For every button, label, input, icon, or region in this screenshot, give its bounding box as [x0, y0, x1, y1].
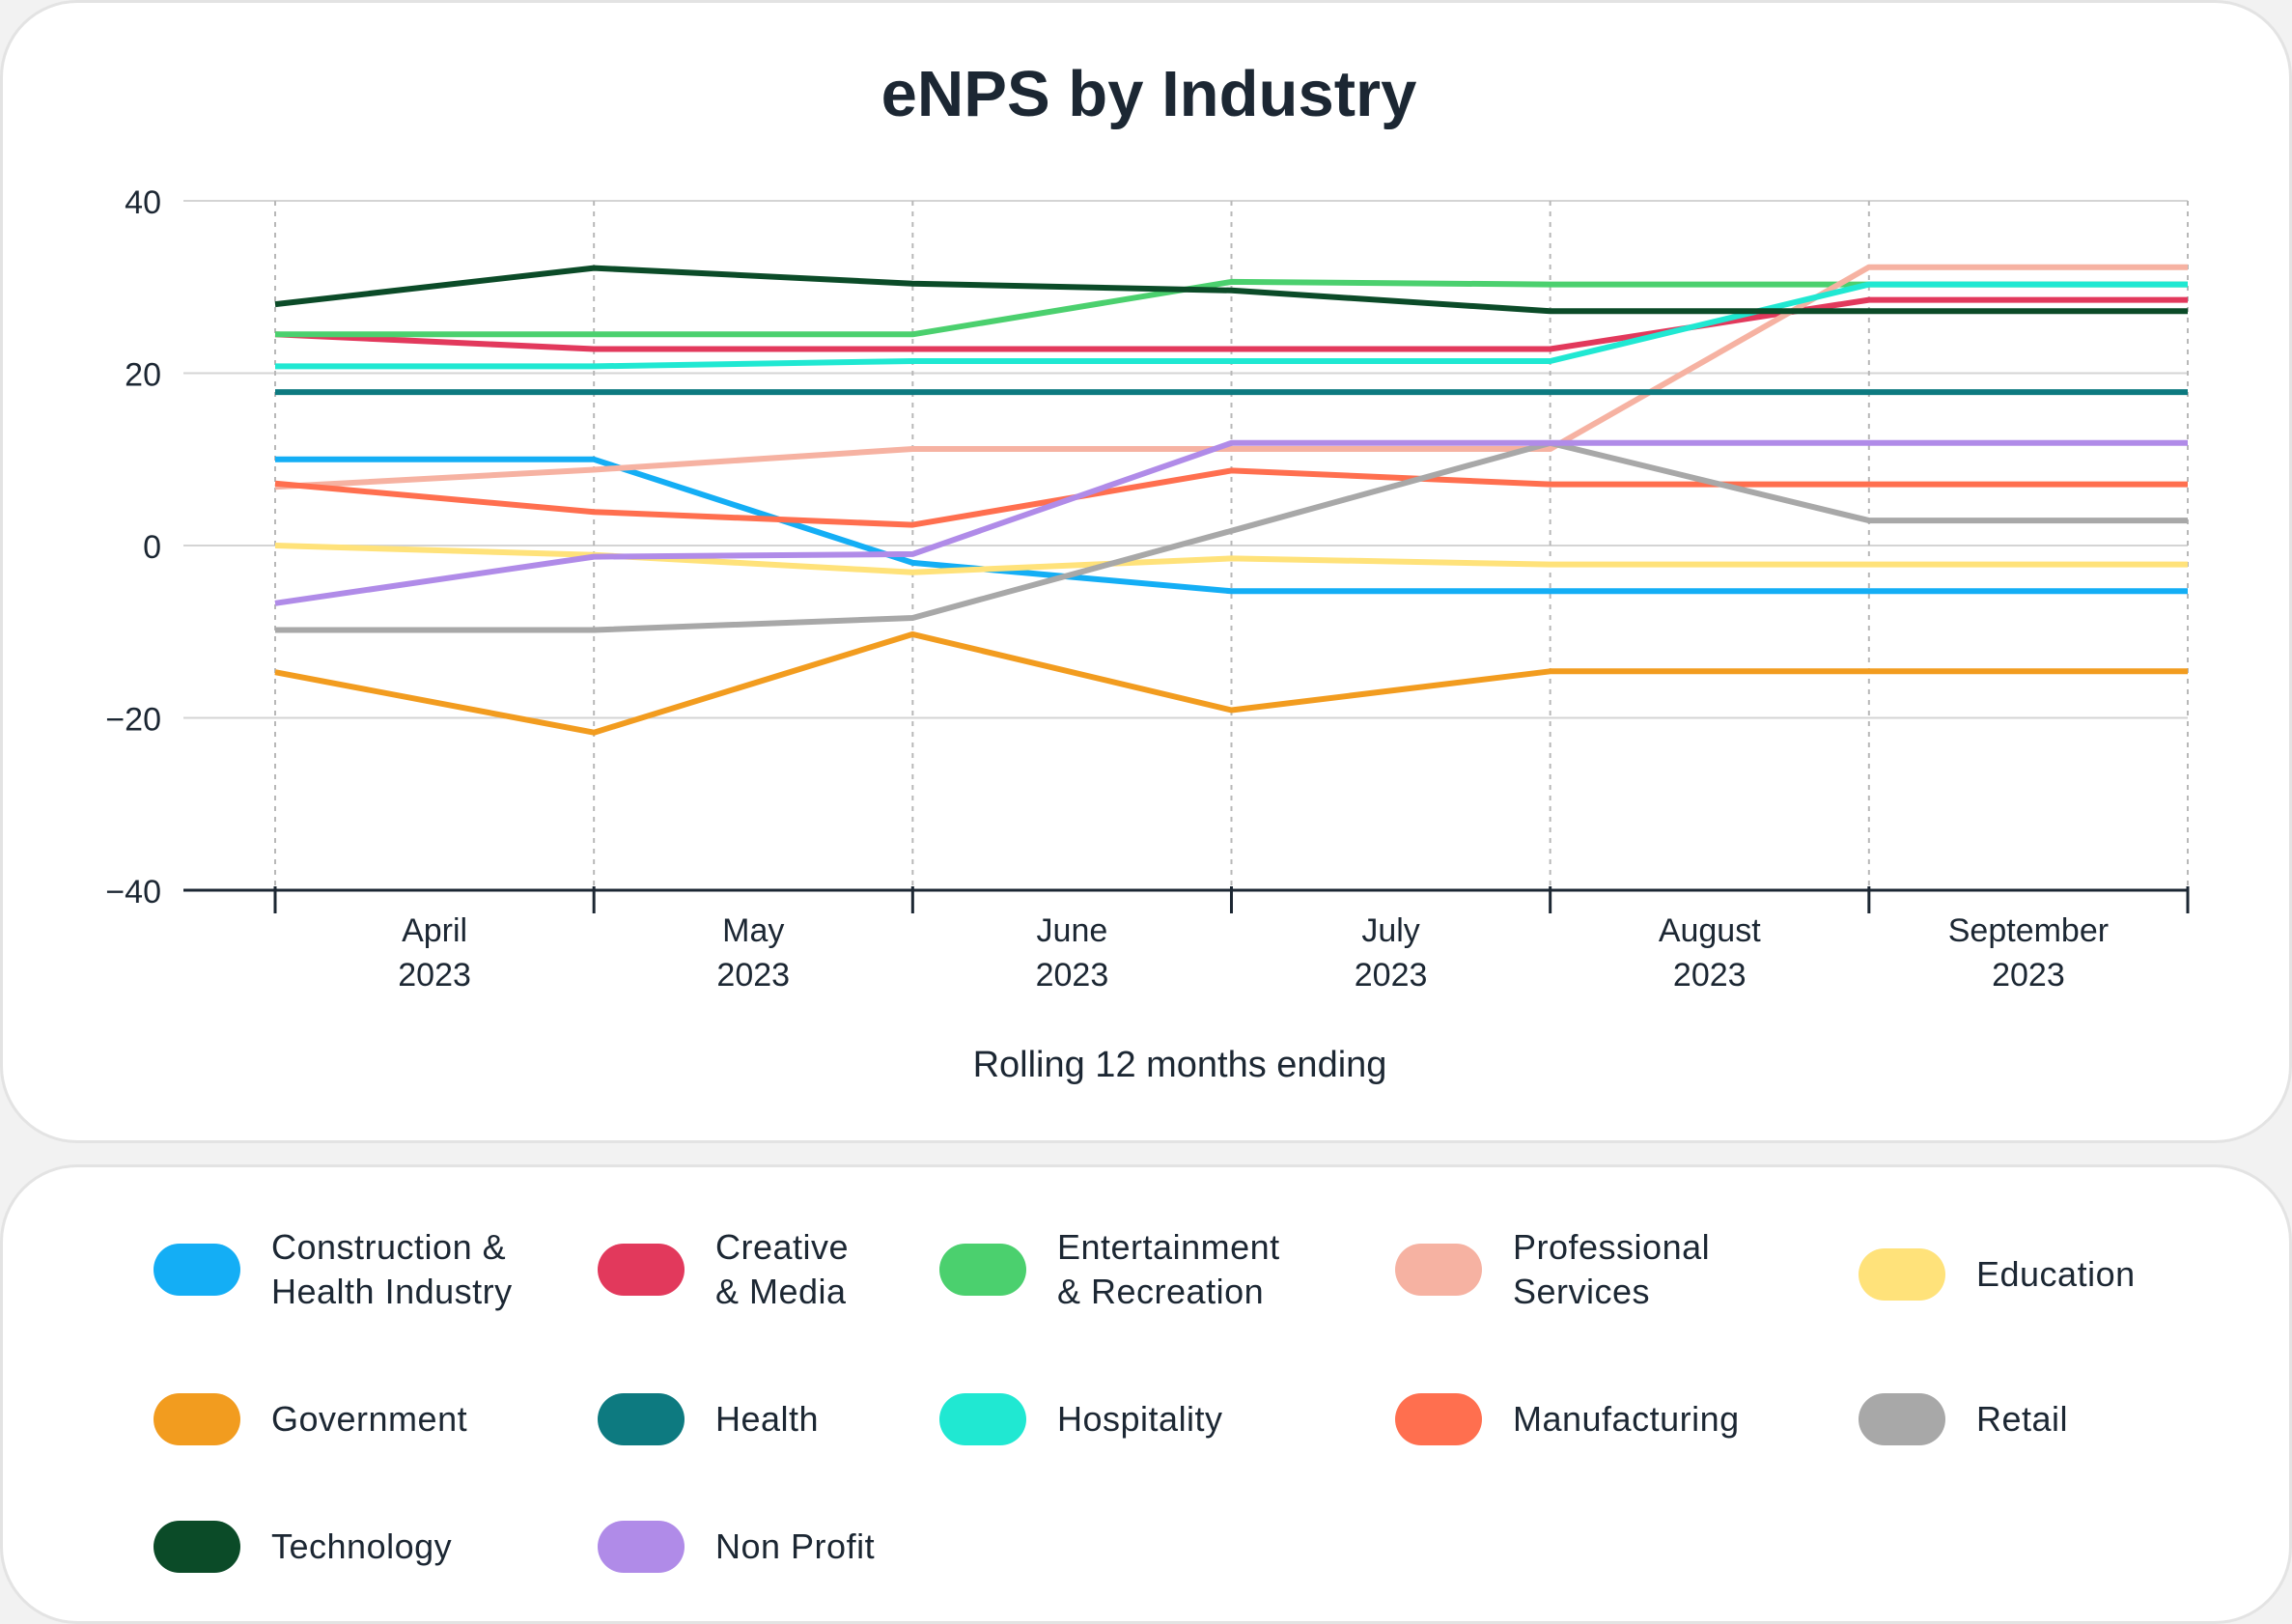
series-line-professional-services: [274, 264, 2188, 490]
x-tick-label-year: 2023: [1355, 957, 1428, 994]
legend-label-line: Government: [271, 1399, 468, 1439]
legend-swatch: [1859, 1248, 1945, 1301]
series-line-non-profit: [274, 439, 2188, 606]
legend-label: Construction & Health Industry: [271, 1225, 561, 1314]
y-tick-label: −20: [105, 702, 161, 739]
x-tick-label-month: May: [722, 912, 784, 949]
legend-label-line: Retail: [1976, 1399, 2069, 1439]
chart-title: eNPS by Industry: [880, 58, 1417, 130]
legend-item-entertainment-recreation: Entertainment & Recreation: [939, 1225, 1347, 1314]
chart-card: eNPS by Industry 40 20 0 −20 −40 April 2023 May…: [0, 0, 2292, 1143]
legend-swatch: [598, 1393, 685, 1445]
legend-label-line: Hospitality: [1057, 1399, 1223, 1439]
legend-label-line: Construction &: [271, 1227, 507, 1267]
legend-item-construction-health-industry: Construction & Health Industry: [154, 1225, 561, 1314]
legend-swatch: [1395, 1244, 1482, 1296]
legend-swatch: [598, 1244, 685, 1296]
legend-item-creative-media: Creative & Media: [598, 1225, 1005, 1314]
legend-label: Non Profit: [715, 1525, 1005, 1569]
legend-swatch: [154, 1244, 240, 1296]
legend-label: Health: [715, 1397, 1005, 1442]
legend-item-government: Government: [154, 1393, 561, 1445]
legend-label-line: Non Profit: [715, 1526, 876, 1566]
legend-label-line: Education: [1976, 1254, 2136, 1294]
series-line-hospitality: [275, 281, 2188, 370]
legend-label: Hospitality: [1057, 1397, 1347, 1442]
legend-swatch: [1395, 1393, 1482, 1445]
legend-label-line: Technology: [271, 1526, 453, 1566]
legend-swatch: [598, 1521, 685, 1573]
legend-swatch: [154, 1521, 240, 1573]
legend-label-line: & Media: [715, 1272, 847, 1311]
series-line-technology: [274, 265, 2188, 315]
legend-label-line: Health Industry: [271, 1272, 513, 1311]
x-axis-title: Rolling 12 months ending: [973, 1045, 1387, 1085]
series-line-construction-health-industry: [275, 456, 2188, 595]
x-tick-label-year: 2023: [1036, 957, 1109, 994]
series-lines: [274, 264, 2188, 736]
legend-label-line: Professional: [1513, 1227, 1711, 1267]
y-tick-label: −40: [105, 874, 161, 910]
legend-card: Construction & Health Industry Creative & M…: [0, 1164, 2292, 1624]
axes: [183, 886, 2190, 913]
legend-item-education: Education: [1859, 1248, 2266, 1301]
legend-item-manufacturing: Manufacturing: [1395, 1393, 1803, 1445]
legend-swatch: [154, 1393, 240, 1445]
legend-label-line: & Recreation: [1057, 1272, 1265, 1311]
legend-label-line: Manufacturing: [1513, 1399, 1740, 1439]
series-line-manufacturing: [274, 467, 2188, 528]
x-tick-label-month: June: [1037, 912, 1108, 949]
legend-swatch: [939, 1393, 1026, 1445]
legend-label-line: Health: [715, 1399, 820, 1439]
legend-label: Entertainment & Recreation: [1057, 1225, 1347, 1314]
x-tick-label-month: July: [1361, 912, 1419, 949]
legend-label: Retail: [1976, 1397, 2266, 1442]
x-tick-label-year: 2023: [1992, 957, 2065, 994]
legend-label: Government: [271, 1397, 561, 1442]
series-line-government: [274, 630, 2188, 736]
axis-labels: 40 20 0 −20 −40 April 2023 May 2023 June 2023 July 2…: [105, 184, 2109, 1085]
legend-item-non-profit: Non Profit: [598, 1521, 1005, 1573]
legend-label: Technology: [271, 1525, 561, 1569]
y-tick-label: 20: [125, 357, 161, 394]
line-chart: 40 20 0 −20 −40 April 2023 May 2023 June 2023 July 2…: [105, 184, 2190, 1085]
legend-label-line: Services: [1513, 1272, 1651, 1311]
legend-swatch: [939, 1244, 1026, 1296]
series-line-retail: [275, 439, 2188, 633]
x-tick-label-month: September: [1948, 912, 2109, 949]
series-line-creative-media: [274, 296, 2188, 352]
legend-label: Manufacturing: [1513, 1397, 1803, 1442]
legend-item-hospitality: Hospitality: [939, 1393, 1347, 1445]
x-tick-label-month: August: [1659, 912, 1761, 949]
legend-label-line: Creative: [715, 1227, 850, 1267]
x-tick-label-year: 2023: [398, 957, 471, 994]
x-tick-label-year: 2023: [716, 957, 790, 994]
legend-label: Professional Services: [1513, 1225, 1803, 1314]
y-tick-label: 40: [125, 184, 161, 221]
legend-item-technology: Technology: [154, 1521, 561, 1573]
legend-label: Creative & Media: [715, 1225, 1005, 1314]
legend-item-professional-services: Professional Services: [1395, 1225, 1803, 1314]
y-tick-label: 0: [143, 529, 161, 566]
x-tick-label-month: April: [402, 912, 467, 949]
legend-item-retail: Retail: [1859, 1393, 2266, 1445]
legend-label-line: Entertainment: [1057, 1227, 1280, 1267]
x-tick-label-year: 2023: [1673, 957, 1747, 994]
legend-item-health: Health: [598, 1393, 1005, 1445]
legend-label: Education: [1976, 1252, 2266, 1297]
legend-swatch: [1859, 1393, 1945, 1445]
